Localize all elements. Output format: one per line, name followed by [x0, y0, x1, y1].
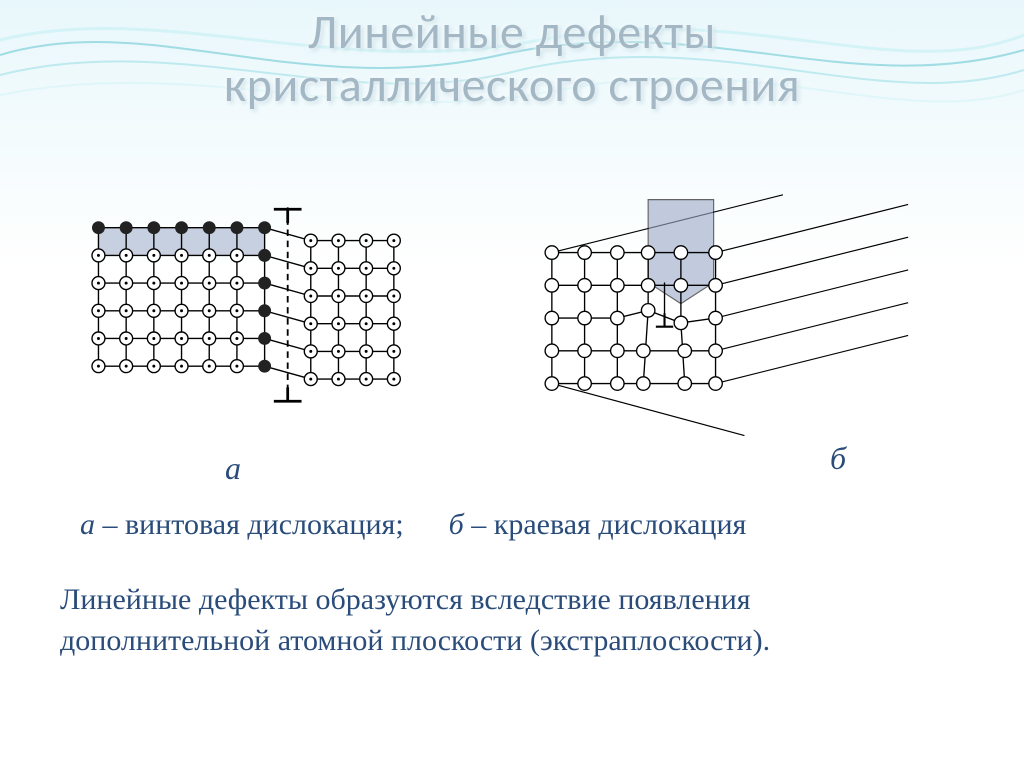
caption-a-text: – винтовая дислокация; [95, 508, 404, 541]
title-line-2: кристаллического строения [224, 55, 800, 114]
atoms-right [304, 234, 400, 385]
caption-line: а – винтовая дислокация; б – краевая дис… [80, 508, 960, 542]
diagram-edge-dislocation [540, 190, 920, 450]
atoms-right-dots [309, 239, 395, 380]
slide: Линейные дефекты кристаллического строен… [0, 0, 1024, 768]
tee-top-icon [274, 209, 302, 223]
title-line-1: Линейные дефекты [308, 2, 716, 61]
slide-title: Линейные дефекты кристаллического строен… [0, 6, 1024, 112]
body-paragraph: Линейные дефекты образуются вследствие п… [60, 580, 960, 661]
sublabel-a: а [225, 450, 241, 487]
depth-lines [552, 195, 908, 436]
diagram-screw-dislocation [75, 200, 445, 440]
dislocation-symbol-icon [656, 313, 673, 326]
caption-b-prefix: б [449, 508, 464, 541]
caption-b-text: – краевая дислокация [464, 508, 747, 541]
sublabel-b: б [830, 440, 846, 477]
lattice-lines-right [311, 241, 394, 379]
caption-a-prefix: а [80, 508, 95, 541]
tee-bottom-icon [274, 387, 302, 401]
